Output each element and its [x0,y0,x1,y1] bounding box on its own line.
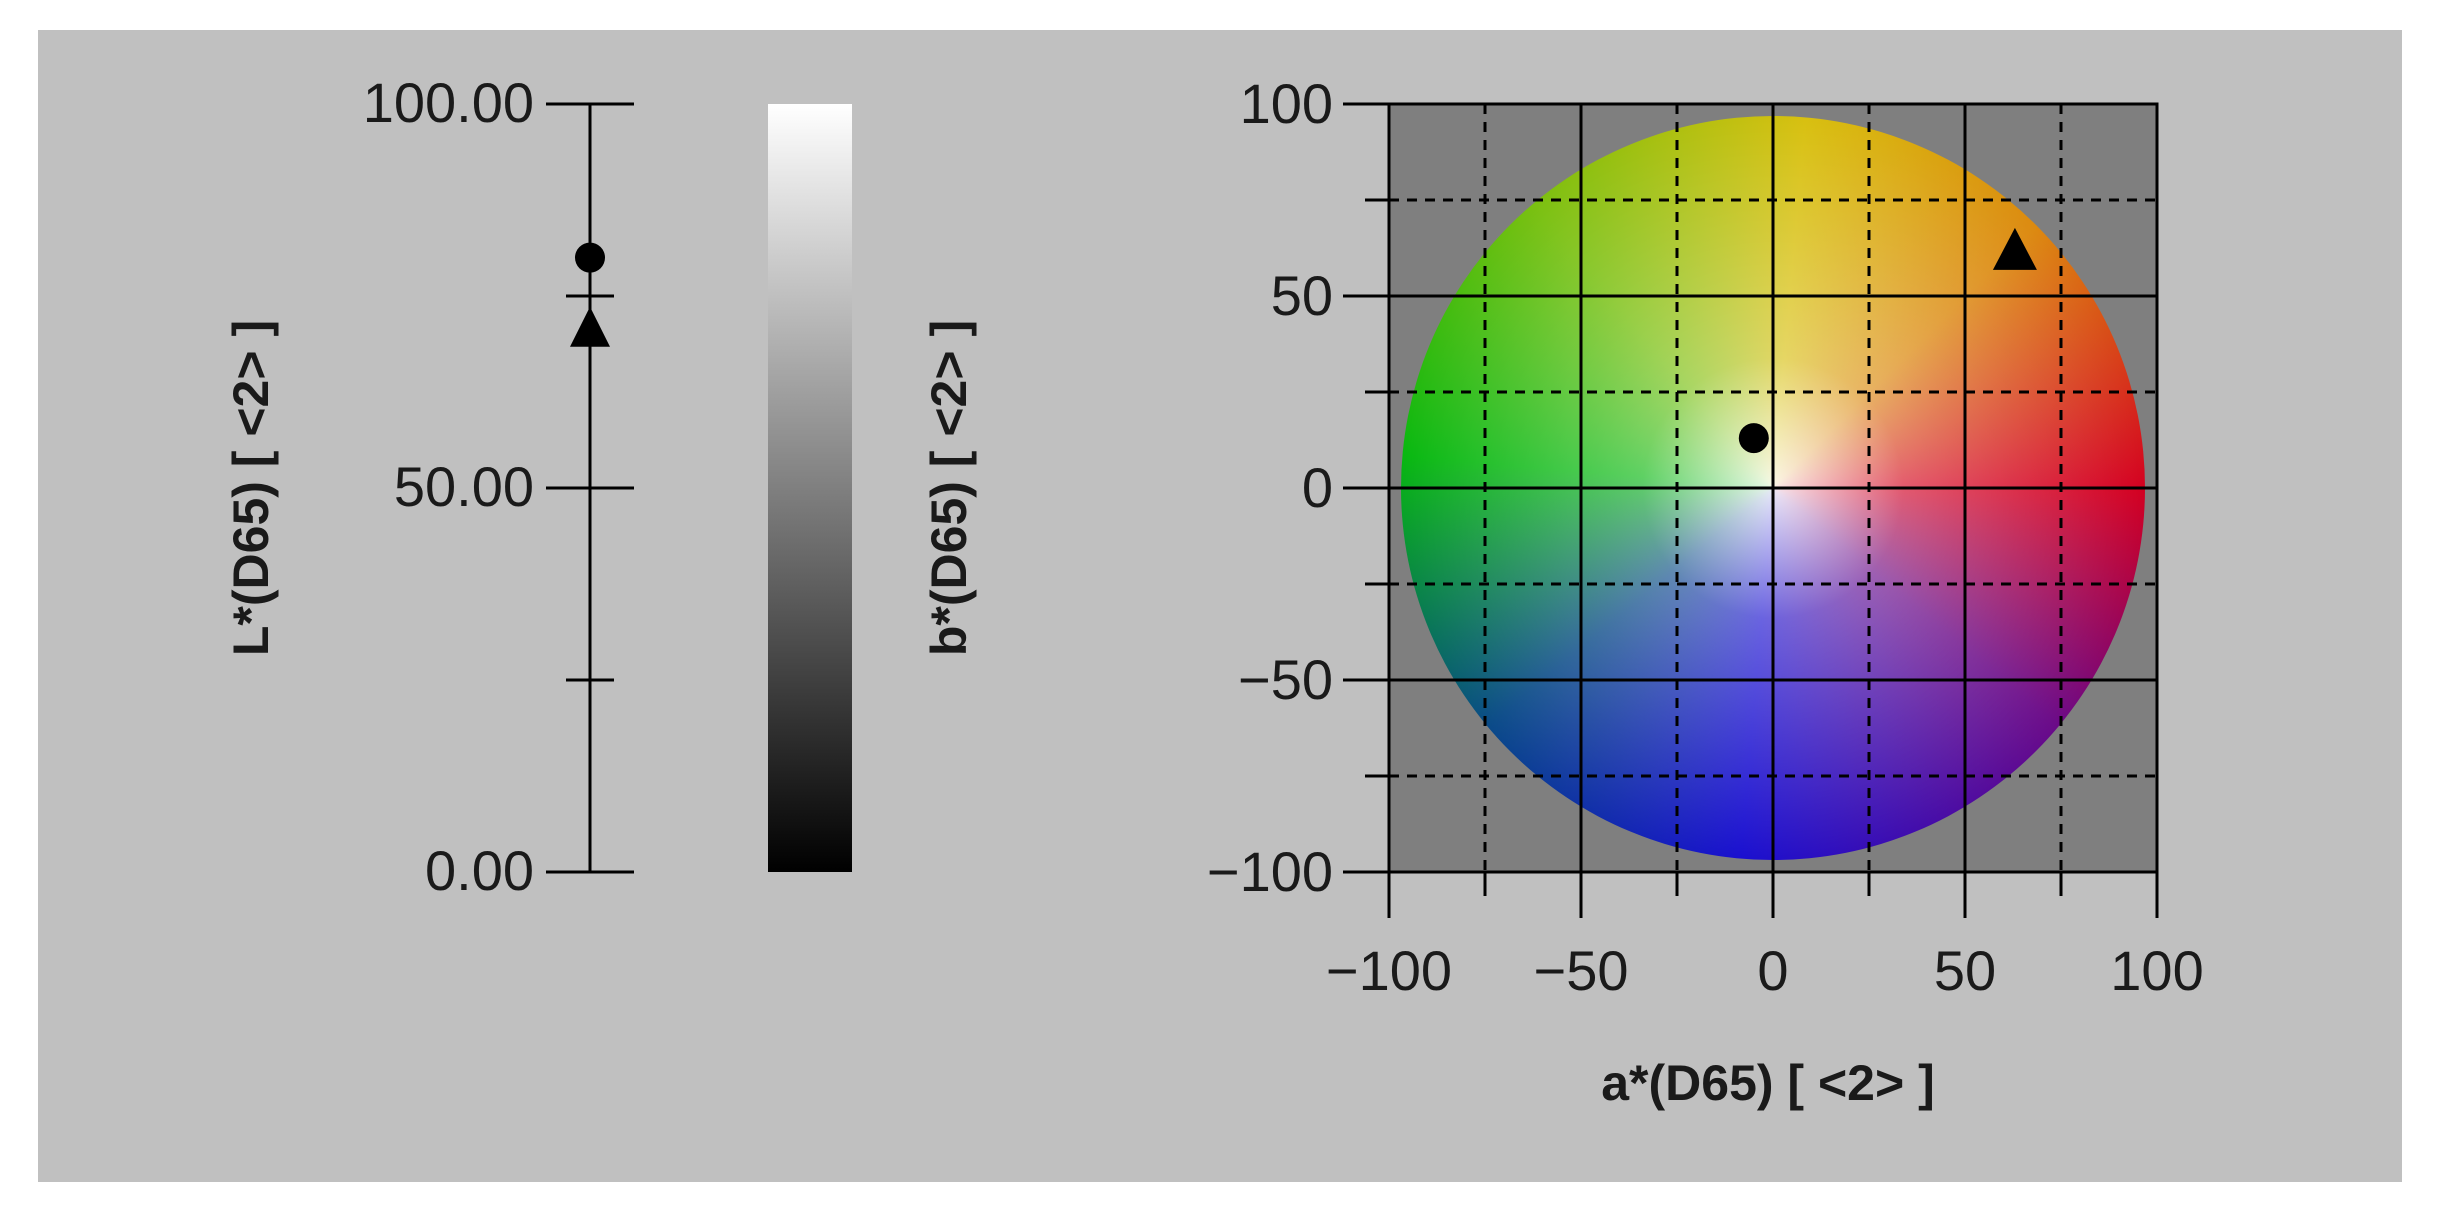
y-tick-label: 50 [1271,264,1333,327]
lightness-axis-label: L*(D65) [ <2> ] [223,320,279,656]
ab-ticks: −100 −50 0 50 100 100 50 0 −50 −100 [1207,72,2204,1002]
y-tick-label: 0 [1302,456,1333,519]
lightness-tick-label: 50.00 [394,455,534,518]
x-tick-label: −100 [1326,939,1452,1002]
x-tick-label: −50 [1534,939,1629,1002]
y-tick-label: −100 [1207,840,1333,903]
ab-point-triangle [1992,227,2037,270]
lightness-point-circle [575,242,605,273]
ab-points [1738,227,2037,454]
ab-chromaticity-plot: a*(D65) [ <2> ] b*(D65) [ <2> ] [921,102,2159,1111]
plot-grid [1389,104,2157,872]
x-tick-label: 50 [1934,939,1996,1002]
lightness-points [570,242,610,347]
lightness-tick-label: 100.00 [363,71,534,134]
x-axis-label: a*(D65) [ <2> ] [1601,1055,1934,1111]
lightness-colorbar [768,104,852,872]
lightness-point-triangle [570,306,610,347]
lightness-ticks: 0.00 50.00 100.00 [363,71,634,902]
lightness-tick-label: 0.00 [425,839,534,902]
y-tick-label: −50 [1238,648,1333,711]
y-tick-label: 100 [1240,72,1333,135]
x-tick-label: 100 [2110,939,2203,1002]
lightness-axis: L*(D65) [ <2> ] [223,104,592,872]
ab-point-circle [1738,423,1769,454]
x-tick-label: 0 [1757,939,1788,1002]
y-axis-label: b*(D65) [ <2> ] [921,320,977,656]
